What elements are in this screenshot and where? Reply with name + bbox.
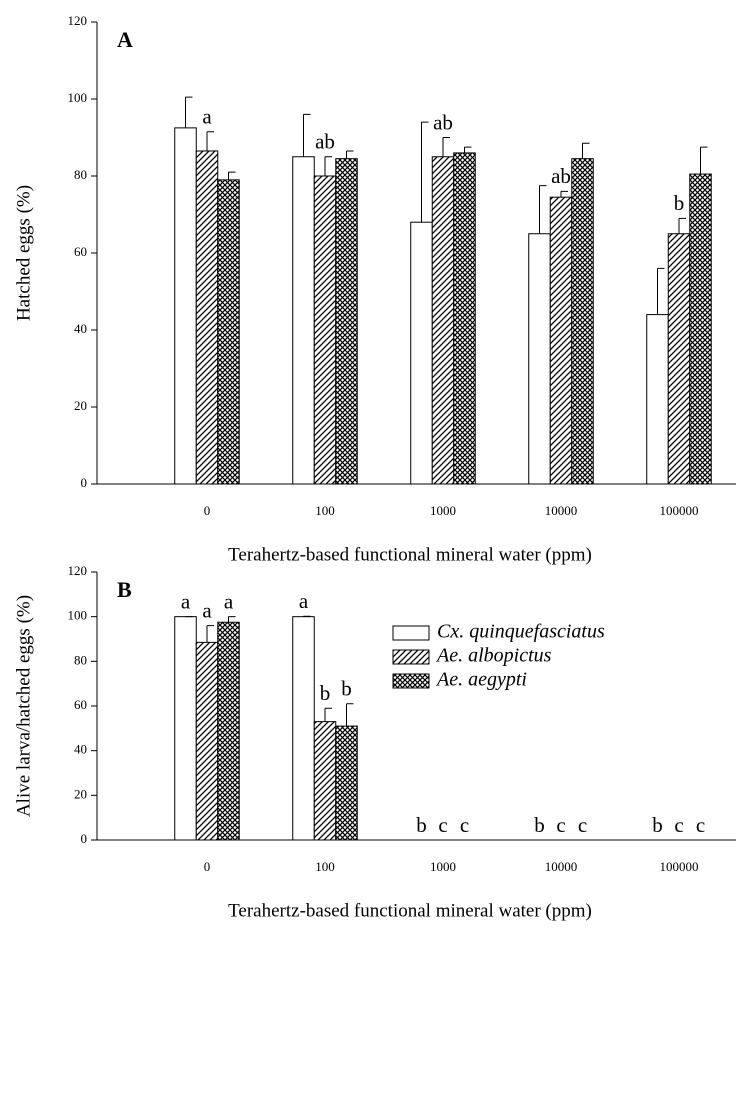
bar bbox=[195, 641, 219, 841]
error-bar bbox=[421, 121, 429, 223]
x-tick-label: 100 bbox=[315, 859, 335, 874]
x-tick-label: 0 bbox=[204, 859, 211, 874]
x-axis-title: Terahertz-based functional mineral water… bbox=[228, 544, 592, 565]
error-bar bbox=[185, 96, 193, 128]
error-bar bbox=[700, 146, 708, 175]
significance-letter: c bbox=[674, 813, 683, 837]
y-tick-label: 40 bbox=[74, 742, 87, 757]
y-tick-label: 0 bbox=[81, 831, 88, 846]
panel-label: A bbox=[117, 27, 133, 52]
bar bbox=[431, 156, 455, 485]
x-axis-title: Terahertz-based functional mineral water… bbox=[228, 900, 592, 921]
legend-label: Ae. aegypti bbox=[435, 669, 527, 691]
x-tick-label: 0 bbox=[204, 503, 211, 518]
y-tick-label: 80 bbox=[74, 652, 87, 667]
legend-swatch bbox=[392, 649, 430, 665]
y-axis-title: Hatched eggs (%) bbox=[13, 185, 34, 321]
error-bar bbox=[539, 185, 547, 234]
error-bar bbox=[678, 217, 686, 234]
y-tick-label: 40 bbox=[74, 321, 87, 336]
legend-swatch bbox=[392, 625, 430, 641]
bar bbox=[335, 725, 358, 841]
y-tick-label: 120 bbox=[68, 13, 88, 28]
error-bar bbox=[442, 137, 450, 157]
significance-letter: b bbox=[674, 191, 685, 215]
bar bbox=[174, 616, 197, 841]
bar bbox=[549, 196, 573, 485]
x-tick-label: 1000 bbox=[430, 503, 456, 518]
error-bar bbox=[346, 150, 354, 159]
legend-swatch bbox=[392, 673, 430, 689]
legend-label: Cx. quinquefasciatus bbox=[437, 621, 605, 643]
error-bar bbox=[346, 703, 354, 727]
significance-letter: a bbox=[181, 589, 191, 613]
bar bbox=[689, 173, 712, 485]
significance-letter: b bbox=[534, 813, 545, 837]
significance-letter: c bbox=[696, 813, 705, 837]
y-tick-label: 100 bbox=[68, 608, 88, 623]
x-tick-label: 10000 bbox=[545, 859, 578, 874]
significance-letter: c bbox=[556, 813, 565, 837]
bar bbox=[410, 221, 433, 485]
y-tick-label: 20 bbox=[74, 786, 87, 801]
significance-letter: a bbox=[224, 589, 234, 613]
y-tick-label: 60 bbox=[74, 697, 87, 712]
x-tick-label: 1000 bbox=[430, 859, 456, 874]
error-bar bbox=[303, 113, 311, 157]
error-bar bbox=[324, 707, 332, 722]
legend-label: Ae. albopictus bbox=[435, 645, 552, 667]
significance-letter: c bbox=[438, 813, 447, 837]
x-tick-label: 100000 bbox=[660, 859, 699, 874]
y-tick-label: 120 bbox=[68, 563, 88, 578]
x-tick-label: 100 bbox=[315, 503, 335, 518]
significance-letter: ab bbox=[315, 130, 335, 154]
x-tick-label: 10000 bbox=[545, 503, 578, 518]
panel-label: B bbox=[117, 577, 132, 602]
y-axis-title: Alive larva/hatched eggs (%) bbox=[13, 595, 34, 817]
significance-letter: ab bbox=[551, 164, 571, 188]
bar bbox=[528, 233, 551, 485]
x-tick-label: 100000 bbox=[660, 503, 699, 518]
error-bar bbox=[228, 171, 236, 180]
y-tick-label: 0 bbox=[81, 475, 88, 490]
significance-letter: ab bbox=[433, 110, 453, 134]
error-bar bbox=[464, 146, 472, 153]
bar bbox=[313, 721, 337, 841]
error-bar bbox=[324, 156, 332, 176]
bar bbox=[195, 150, 219, 485]
bar bbox=[313, 175, 337, 485]
significance-letter: a bbox=[202, 105, 212, 129]
error-bar bbox=[657, 267, 665, 315]
y-tick-label: 100 bbox=[68, 90, 88, 105]
significance-letter: b bbox=[320, 681, 331, 705]
error-bar bbox=[228, 616, 236, 623]
bar bbox=[667, 233, 691, 485]
y-tick-label: 80 bbox=[74, 167, 87, 182]
significance-letter: a bbox=[202, 598, 212, 622]
significance-letter: c bbox=[578, 813, 587, 837]
error-bar bbox=[206, 625, 214, 643]
bar bbox=[217, 179, 240, 485]
bar bbox=[217, 621, 240, 841]
error-bar bbox=[206, 131, 214, 151]
y-tick-label: 60 bbox=[74, 244, 87, 259]
bar bbox=[646, 314, 669, 485]
bar bbox=[571, 158, 594, 485]
significance-letter: c bbox=[460, 813, 469, 837]
error-bar bbox=[560, 190, 568, 198]
bar bbox=[453, 152, 476, 485]
error-bar bbox=[582, 142, 590, 159]
bar bbox=[335, 158, 358, 485]
significance-letter: b bbox=[416, 813, 427, 837]
bar bbox=[174, 127, 197, 485]
bar bbox=[292, 156, 315, 485]
bar bbox=[292, 616, 315, 841]
significance-letter: b bbox=[341, 677, 352, 701]
significance-letter: b bbox=[652, 813, 663, 837]
significance-letter: a bbox=[299, 589, 309, 613]
y-tick-label: 20 bbox=[74, 398, 87, 413]
